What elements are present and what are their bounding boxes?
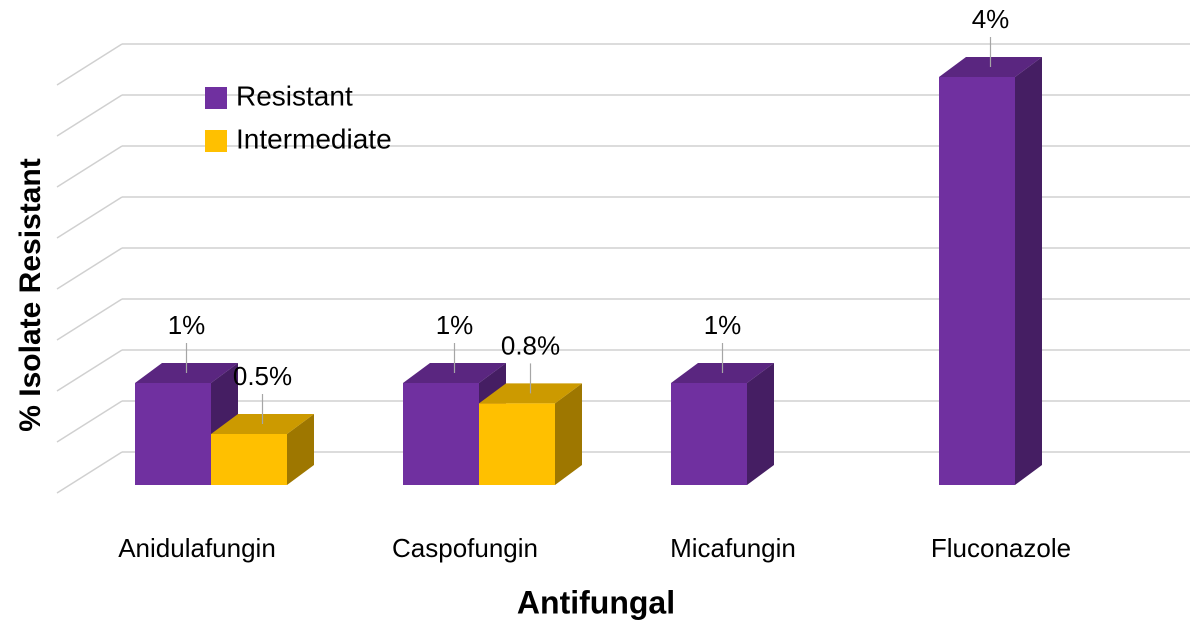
- legend-swatch: [205, 130, 227, 152]
- legend-label: Intermediate: [236, 123, 392, 154]
- legend-label: Resistant: [236, 80, 353, 111]
- x-tick-label: Caspofungin: [392, 533, 538, 563]
- side-wall-line: [56, 94, 123, 137]
- x-tick-label: Anidulafungin: [118, 533, 276, 563]
- x-tick-label: Micafungin: [670, 533, 796, 563]
- data-label: 1%: [704, 310, 742, 340]
- x-tick-label: Fluconazole: [931, 533, 1071, 563]
- y-axis-label: % Isolate Resistant: [14, 158, 47, 431]
- data-label: 1%: [168, 310, 206, 340]
- side-wall-line: [56, 145, 123, 188]
- bar: [403, 383, 479, 485]
- legend-swatch: [205, 87, 227, 109]
- bar: [671, 383, 747, 485]
- bar: [939, 77, 1015, 485]
- x-axis-label: Antifungal: [517, 584, 675, 620]
- side-wall-line: [56, 196, 123, 239]
- data-label: 0.5%: [233, 361, 292, 391]
- bar-side: [1015, 57, 1042, 485]
- bar: [211, 434, 287, 485]
- side-wall-line: [56, 349, 123, 392]
- bar: [479, 403, 555, 485]
- data-label: 1%: [436, 310, 474, 340]
- side-wall-line: [56, 247, 123, 290]
- data-label: 0.8%: [501, 330, 560, 360]
- bar-side: [287, 414, 314, 485]
- side-wall-line: [56, 43, 123, 86]
- side-wall-line: [56, 451, 123, 494]
- side-wall-line: [56, 400, 123, 443]
- bar: [135, 383, 211, 485]
- bar-side: [747, 363, 774, 485]
- bar-side: [555, 383, 582, 485]
- side-wall-line: [56, 298, 123, 341]
- data-label: 4%: [972, 4, 1010, 34]
